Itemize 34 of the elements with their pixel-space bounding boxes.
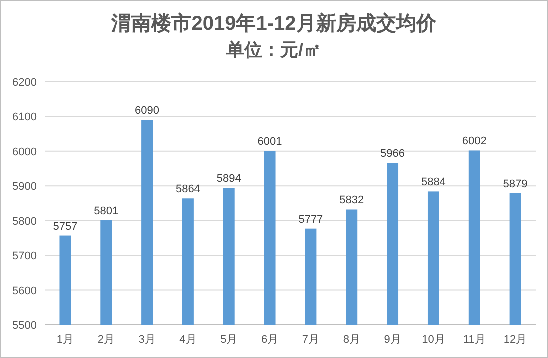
y-tick-label: 6000 (12, 146, 37, 158)
data-label: 5879 (503, 178, 528, 190)
data-label: 6001 (258, 136, 282, 148)
y-tick-label: 6200 (12, 77, 37, 89)
x-tick-label: 10月 (422, 334, 446, 346)
data-label: 5864 (176, 184, 200, 196)
x-tick-label: 7月 (302, 334, 320, 346)
data-label: 5777 (298, 214, 324, 226)
data-label: 5894 (216, 173, 242, 186)
x-tick-label: 6月 (261, 334, 279, 346)
y-tick-label: 5900 (12, 181, 37, 194)
chart-title: 渭南楼市2019年1-12月新房成交均价 (110, 12, 438, 35)
x-tick-label: 4月 (180, 334, 197, 346)
data-label: 5757 (53, 220, 78, 233)
y-tick-label: 5800 (12, 216, 37, 228)
x-tick-label: 3月 (138, 334, 156, 346)
y-tick-label: 5600 (12, 285, 37, 298)
data-label: 6090 (135, 105, 160, 118)
x-tick-label: 11月 (463, 334, 486, 346)
x-tick-label: 9月 (384, 334, 402, 346)
data-label: 5884 (421, 176, 446, 189)
y-tick-label: 5700 (12, 250, 37, 263)
y-tick-label: 6100 (12, 112, 37, 124)
data-label: 6002 (462, 136, 487, 148)
x-tick-label: 1月 (56, 334, 74, 346)
data-label: 5801 (94, 206, 119, 218)
data-label: 5966 (380, 148, 406, 160)
chart-subtitle: 单位：元/㎡ (225, 40, 322, 60)
x-tick-label: 2月 (98, 334, 115, 346)
x-tick-label: 5月 (220, 334, 238, 346)
data-label: 5832 (340, 194, 364, 207)
y-tick-label: 5500 (12, 320, 37, 332)
x-tick-label: 12月 (504, 334, 528, 346)
x-tick-label: 8月 (343, 334, 360, 346)
